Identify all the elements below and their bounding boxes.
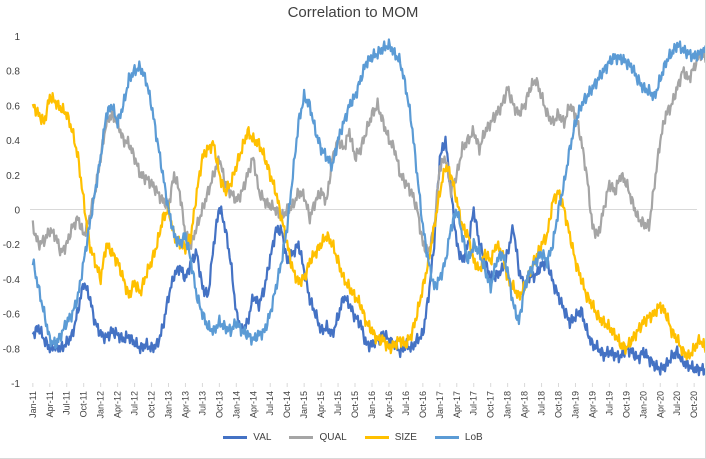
x-tick-label: Apr-17 [452, 391, 462, 418]
x-tick-label: Jan-16 [367, 391, 377, 419]
y-tick-label: 0.4 [6, 136, 20, 147]
x-tick-label: Apr-14 [248, 391, 258, 418]
y-tick-label: -0.8 [3, 344, 21, 355]
x-tick-label: Apr-20 [655, 391, 665, 418]
legend-item-size: SIZE [364, 432, 417, 443]
x-tick-label: Jul-17 [469, 391, 479, 416]
legend-swatch [434, 436, 459, 439]
series-line-val [31, 135, 706, 377]
legend-label: VAL [253, 432, 272, 443]
x-tick-label: Apr-19 [587, 391, 597, 418]
x-tick-label: Oct-19 [621, 391, 631, 418]
x-tick-label: Jul-11 [62, 391, 72, 415]
series-line-size [31, 91, 706, 361]
x-tick-label: Jul-18 [537, 391, 547, 416]
x-tick-label: Jan-17 [435, 391, 445, 419]
y-tick-label: 0.2 [6, 171, 20, 182]
x-axis-labels: Jan-11 Apr-11 Jul-11 Oct-11 Jan-12 Apr-12 Jul-… [28, 391, 699, 419]
x-tick-label: Jul-14 [265, 391, 275, 416]
y-tick-label: -1 [11, 379, 20, 390]
x-tick-label: Apr-18 [520, 391, 530, 418]
chart-title: Correlation to MOM [287, 4, 419, 21]
legend-swatch [223, 436, 248, 439]
y-tick-label: -0.6 [3, 310, 21, 321]
legend-item-qual: QUAL [289, 432, 347, 443]
y-tick-label: -0.2 [3, 240, 21, 251]
x-tick-label: Oct-17 [486, 391, 496, 418]
x-tick-label: Oct-20 [689, 391, 699, 418]
x-tick-label: Oct-11 [79, 391, 89, 417]
y-tick-label: -0.4 [3, 275, 21, 286]
x-tick-label: Jul-12 [130, 391, 140, 416]
x-axis-ticks [32, 383, 695, 387]
x-tick-label: Jul-16 [401, 391, 411, 416]
x-tick-label: Apr-12 [113, 391, 123, 418]
series-lines [31, 38, 706, 377]
x-tick-label: Jan-15 [299, 391, 309, 419]
x-tick-label: Apr-11 [45, 391, 55, 417]
legend-swatch [364, 436, 389, 439]
x-tick-label: Jan-14 [231, 391, 241, 419]
x-tick-label: Jul-20 [672, 391, 682, 416]
y-tick-label: 0 [14, 206, 20, 217]
x-tick-label: Apr-16 [384, 391, 394, 418]
x-tick-label: Jul-13 [197, 391, 207, 416]
chart-legend: VAL QUAL SIZE LoB [0, 432, 706, 443]
x-tick-label: Apr-15 [316, 391, 326, 418]
y-tick-label: 0.8 [6, 67, 20, 78]
y-tick-label: 1 [14, 32, 20, 43]
legend-item-val: VAL [223, 432, 271, 443]
x-tick-label: Jan-19 [570, 391, 580, 419]
legend-label: QUAL [319, 432, 347, 443]
legend-label: SIZE [394, 432, 417, 443]
x-tick-label: Jan-13 [163, 391, 173, 419]
x-tick-label: Oct-14 [282, 391, 292, 418]
x-tick-label: Oct-18 [554, 391, 564, 418]
x-tick-label: Jan-18 [503, 391, 513, 419]
x-tick-label: Jul-15 [333, 391, 343, 416]
x-tick-label: Jul-19 [604, 391, 614, 416]
x-tick-label: Oct-13 [214, 391, 224, 418]
x-tick-label: Jan-11 [28, 391, 38, 418]
legend-label: LoB [464, 432, 483, 443]
x-tick-label: Oct-12 [147, 391, 157, 418]
x-tick-label: Oct-16 [418, 391, 428, 418]
y-tick-label: 0.6 [6, 101, 20, 112]
x-tick-label: Jan-20 [638, 391, 648, 419]
x-tick-label: Oct-15 [350, 391, 360, 418]
x-tick-label: Jan-12 [96, 391, 106, 419]
series-line-qual [31, 48, 706, 257]
y-axis-labels: 1 0.8 0.6 0.4 0.2 0 -0.2 -0.4 -0.6 -0.8 -1 [3, 32, 21, 390]
legend-swatch [289, 436, 314, 439]
series-line-lob [31, 38, 706, 350]
x-tick-label: Apr-13 [180, 391, 190, 418]
legend-item-lob: LoB [434, 432, 483, 443]
